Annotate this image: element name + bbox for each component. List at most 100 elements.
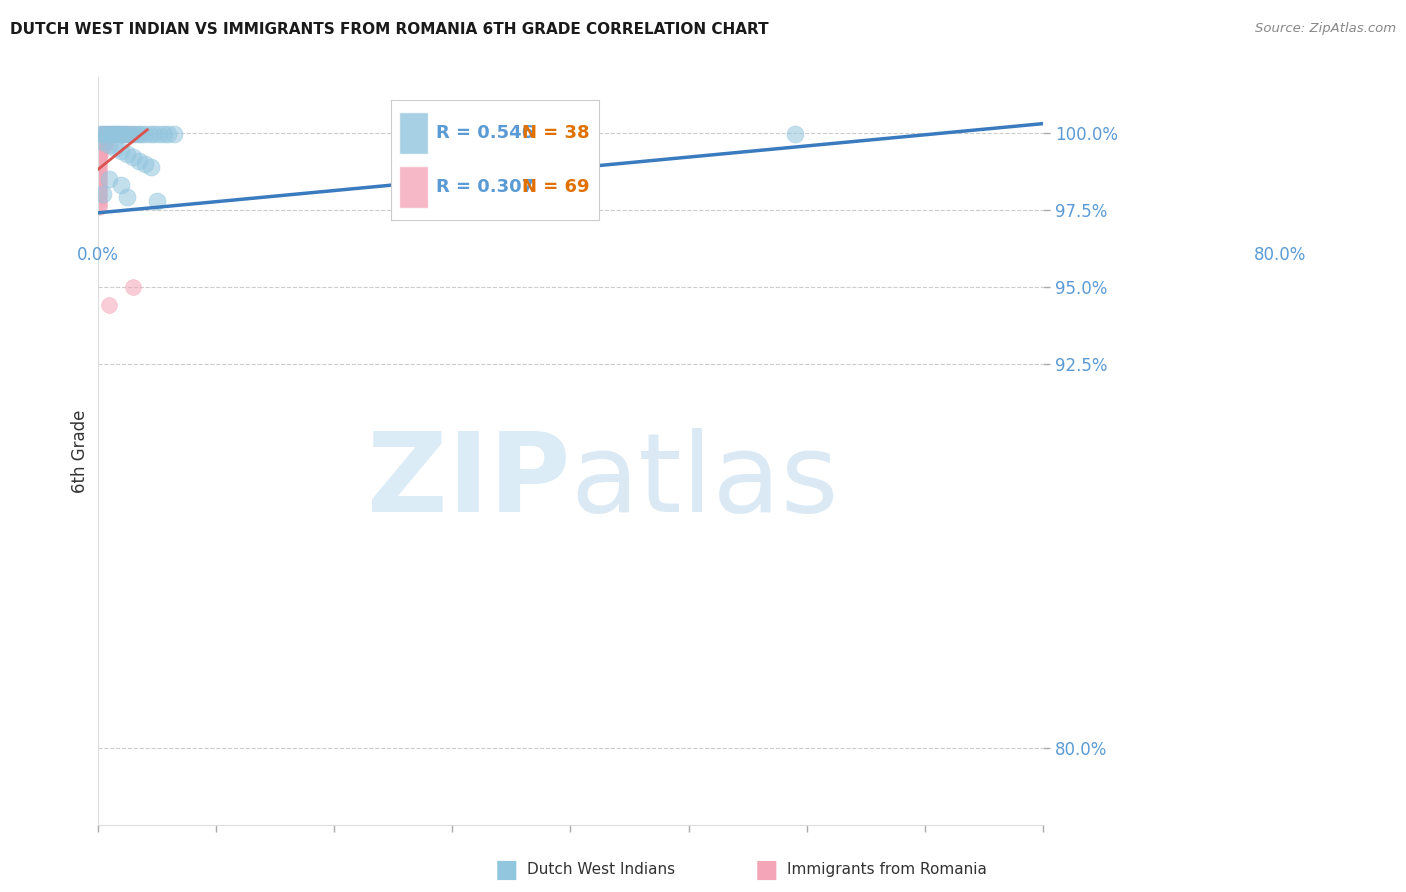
- Point: [122, 128, 145, 142]
- Point: [93, 128, 115, 142]
- Point: [87, 190, 110, 204]
- Point: [87, 200, 110, 214]
- Point: [127, 128, 149, 142]
- Point: [87, 194, 110, 208]
- Point: [112, 128, 135, 142]
- Point: [89, 128, 111, 142]
- Point: [91, 138, 114, 153]
- Point: [100, 128, 122, 142]
- Point: [134, 156, 156, 170]
- Point: [96, 128, 118, 142]
- Point: [108, 128, 131, 142]
- Point: [100, 128, 122, 142]
- Point: [87, 151, 110, 165]
- Text: Dutch West Indians: Dutch West Indians: [527, 863, 675, 877]
- Point: [111, 128, 134, 142]
- Point: [90, 141, 112, 155]
- Point: [105, 128, 128, 142]
- Point: [104, 141, 127, 155]
- Point: [87, 156, 110, 170]
- Point: [93, 135, 115, 149]
- Point: [89, 141, 111, 155]
- Text: 80.0%: 80.0%: [1253, 245, 1306, 264]
- Point: [94, 128, 117, 142]
- Text: DUTCH WEST INDIAN VS IMMIGRANTS FROM ROMANIA 6TH GRADE CORRELATION CHART: DUTCH WEST INDIAN VS IMMIGRANTS FROM ROM…: [10, 22, 769, 37]
- Point: [91, 128, 114, 142]
- Point: [93, 132, 115, 146]
- Point: [107, 128, 129, 142]
- Point: [93, 128, 115, 142]
- Point: [100, 128, 122, 142]
- Point: [98, 298, 121, 312]
- Point: [143, 128, 166, 142]
- Point: [110, 178, 132, 193]
- Point: [87, 162, 110, 177]
- Point: [115, 128, 138, 142]
- Point: [87, 153, 110, 168]
- Point: [122, 279, 145, 293]
- Point: [131, 128, 153, 142]
- Point: [114, 128, 136, 142]
- Text: 0.0%: 0.0%: [77, 245, 118, 264]
- Point: [87, 181, 110, 195]
- Point: [90, 135, 112, 149]
- Point: [783, 128, 806, 142]
- Point: [101, 128, 124, 142]
- Point: [93, 138, 115, 153]
- Point: [98, 128, 121, 142]
- Point: [120, 128, 142, 142]
- Point: [152, 128, 174, 142]
- Text: ■: ■: [495, 858, 517, 881]
- Point: [110, 145, 132, 159]
- Point: [115, 128, 138, 142]
- Point: [94, 128, 117, 142]
- Point: [148, 128, 170, 142]
- Text: atlas: atlas: [571, 428, 839, 535]
- Point: [98, 172, 121, 186]
- Point: [120, 128, 142, 142]
- Point: [89, 138, 111, 153]
- Point: [90, 132, 112, 146]
- Point: [110, 128, 132, 142]
- Point: [145, 194, 167, 208]
- Point: [87, 160, 110, 174]
- Point: [108, 128, 131, 142]
- Point: [107, 128, 129, 142]
- Point: [111, 128, 134, 142]
- Point: [89, 145, 111, 159]
- Point: [103, 128, 125, 142]
- Point: [101, 128, 124, 142]
- Point: [122, 128, 145, 142]
- Point: [87, 166, 110, 180]
- Point: [87, 196, 110, 211]
- Y-axis label: 6th Grade: 6th Grade: [72, 409, 89, 493]
- Point: [87, 185, 110, 199]
- Point: [108, 128, 131, 142]
- Point: [93, 187, 115, 202]
- Point: [87, 187, 110, 202]
- Point: [117, 128, 139, 142]
- Point: [94, 132, 117, 146]
- Point: [115, 147, 138, 161]
- Point: [97, 128, 120, 142]
- Point: [104, 128, 127, 142]
- Point: [87, 178, 110, 193]
- Point: [87, 145, 110, 159]
- Text: Immigrants from Romania: Immigrants from Romania: [787, 863, 987, 877]
- Point: [139, 160, 162, 174]
- Point: [134, 128, 156, 142]
- Point: [90, 128, 112, 142]
- Point: [104, 128, 127, 142]
- Text: Source: ZipAtlas.com: Source: ZipAtlas.com: [1256, 22, 1396, 36]
- Point: [87, 175, 110, 189]
- Text: ZIP: ZIP: [367, 428, 571, 535]
- Point: [98, 138, 121, 153]
- Point: [87, 172, 110, 186]
- Point: [93, 135, 115, 149]
- Point: [128, 153, 150, 168]
- Point: [97, 128, 120, 142]
- Text: ■: ■: [755, 858, 778, 881]
- Point: [93, 128, 115, 142]
- Point: [115, 128, 138, 142]
- Point: [163, 128, 186, 142]
